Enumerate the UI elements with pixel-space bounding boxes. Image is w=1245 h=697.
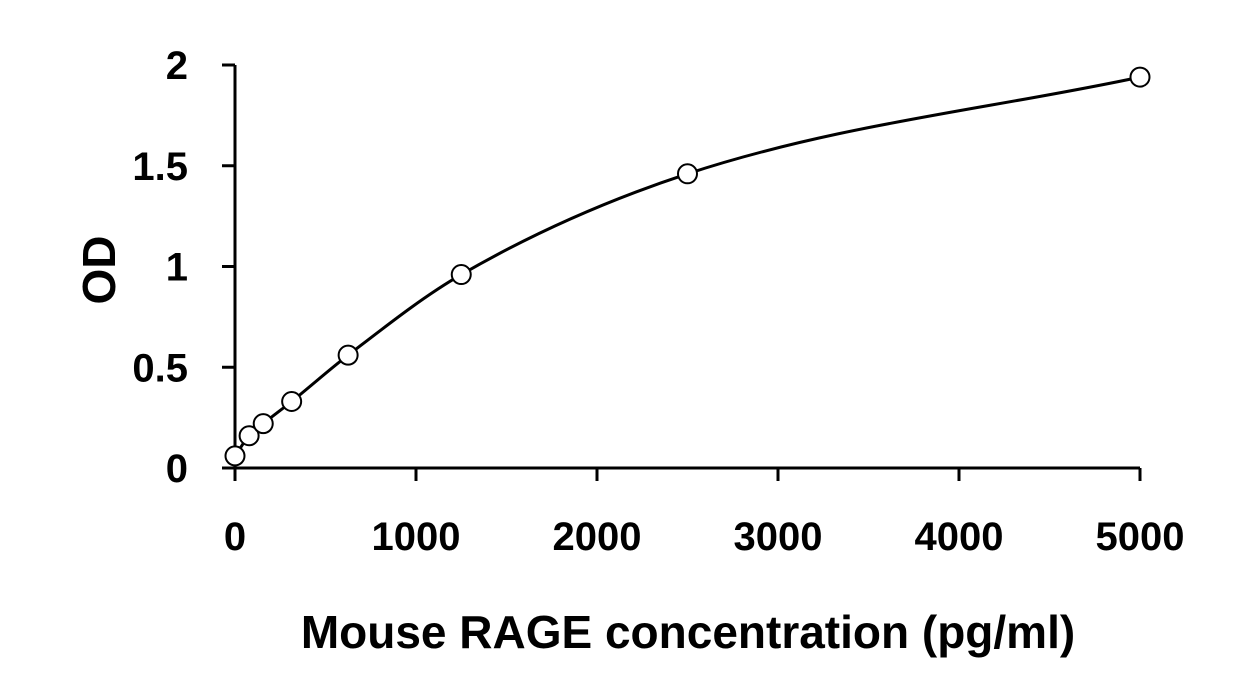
x-axis-title: Mouse RAGE concentration (pg/ml) xyxy=(301,606,1075,658)
data-point xyxy=(1129,66,1151,88)
y-tick-label: 1.5 xyxy=(132,145,188,189)
tick-labels-layer: 0 0.5 1 1.5 2 0 1000 2000 3000 4000 5000 xyxy=(132,44,1184,559)
data-point xyxy=(224,445,246,467)
axes xyxy=(222,63,1142,481)
x-tick-label: 5000 xyxy=(1096,515,1185,559)
data-point xyxy=(337,344,359,366)
y-tick-label: 1 xyxy=(166,246,188,290)
y-axis-title: OD xyxy=(73,236,125,305)
x-tick-label: 3000 xyxy=(734,515,823,559)
data-point xyxy=(238,425,260,447)
fit-curve-layer xyxy=(233,75,1141,457)
data-point xyxy=(450,264,472,286)
y-tick-label: 2 xyxy=(166,44,188,88)
x-tick-label: 0 xyxy=(224,515,246,559)
x-tick-label: 2000 xyxy=(553,515,642,559)
data-point xyxy=(677,163,698,185)
y-tick-label: 0 xyxy=(166,447,188,491)
y-tick-label: 0.5 xyxy=(132,346,188,390)
fit-curve-line xyxy=(233,75,1141,457)
x-tick-label: 4000 xyxy=(915,515,1004,559)
data-points-layer xyxy=(224,66,1151,467)
data-point xyxy=(281,391,303,413)
data-point xyxy=(252,413,274,435)
x-tick-label: 1000 xyxy=(372,515,461,559)
